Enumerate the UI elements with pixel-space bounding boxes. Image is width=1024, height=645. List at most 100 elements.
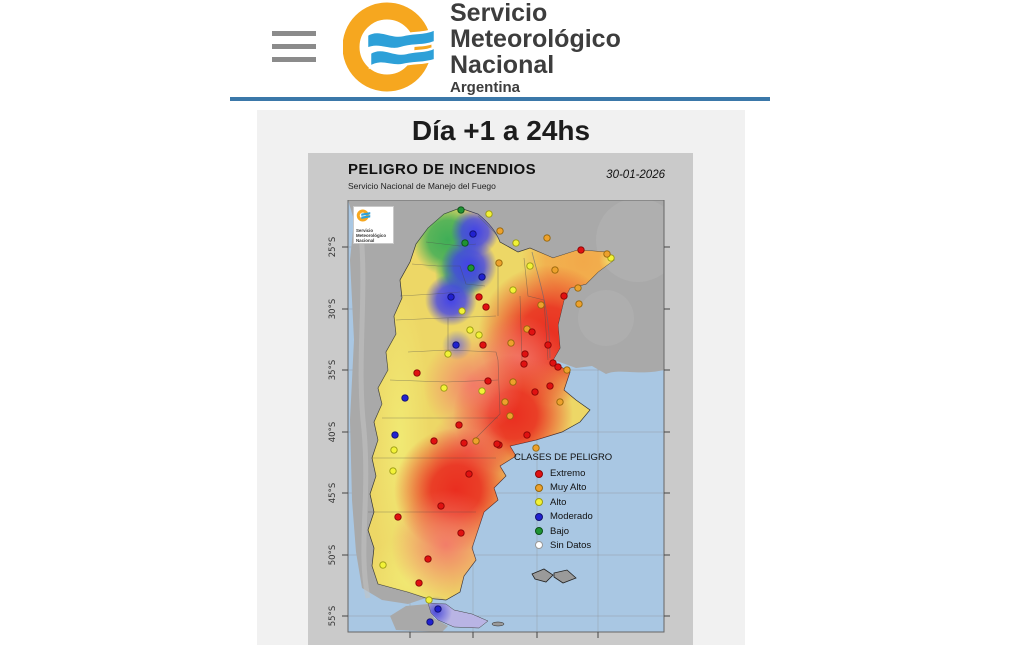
legend-items: Extremo Muy Alto Alto Moderado Bajo Sin Datos	[512, 468, 647, 551]
danger-legend: CLASES DE PELIGRO Extremo Muy Alto Alto Mod…	[512, 452, 647, 554]
station-dots	[379, 206, 615, 626]
station-dot-extremo	[549, 359, 557, 367]
station-dot-extremo	[528, 328, 536, 336]
andes-relief	[357, 223, 371, 599]
station-dot-alto	[390, 446, 398, 454]
smn-logo-icon	[343, 2, 435, 92]
site-title: Servicio Meteorológico Nacional Argentin…	[450, 0, 621, 96]
station-dot-extremo	[394, 513, 402, 521]
malvinas-islands	[491, 568, 577, 627]
legend-label: Extremo	[550, 468, 586, 479]
legend-dot-extremo	[535, 469, 543, 478]
legend-label: Muy Alto	[550, 482, 587, 494]
station-dot-alto	[475, 331, 483, 339]
station-dot-moderado	[391, 431, 399, 439]
legend-item-bajo: Bajo	[512, 526, 647, 537]
station-dot-muy-alto	[563, 366, 571, 374]
legend-item-alto: Alto	[512, 497, 647, 508]
station-dot-extremo	[457, 529, 465, 537]
station-dot-alto	[485, 210, 493, 218]
fire-danger-map-image: PELIGRO DE INCENDIOS Servicio Nacional d…	[308, 153, 693, 645]
smn-mini-logo-icon	[356, 209, 371, 222]
station-dot-extremo	[437, 502, 445, 510]
station-dot-extremo	[465, 470, 473, 478]
station-dot-extremo	[475, 293, 483, 301]
map-plot-area	[348, 200, 664, 632]
station-dot-muy-alto	[575, 300, 583, 308]
station-dot-bajo	[467, 264, 475, 272]
legend-item-moderado: Moderado	[512, 511, 647, 522]
content-area: Día +1 a 24hs PELIGRO DE INCENDIOS Servi…	[257, 110, 745, 645]
hamburger-icon	[272, 44, 316, 49]
argentina-fire-map: 25°S 30°S 35°S 40°S 45°S 50°S 55°S	[328, 200, 670, 638]
plot-frame	[347, 200, 665, 633]
page-title: Día +1 a 24hs	[411, 115, 591, 146]
legend-item-sin-datos: Sin Datos	[512, 540, 647, 551]
station-dot-muy-alto	[551, 266, 559, 274]
legend-dot-sin-datos	[535, 541, 543, 550]
brand-country: Argentina	[450, 79, 521, 96]
station-dot-alto	[526, 262, 534, 270]
station-dot-extremo	[493, 440, 501, 448]
station-dot-muy-alto	[532, 444, 540, 452]
station-dot-extremo	[520, 360, 528, 368]
station-dot-moderado	[478, 273, 486, 281]
station-dot-bajo	[457, 206, 465, 214]
station-dot-alto	[512, 239, 520, 247]
station-dot-muy-alto	[501, 398, 509, 406]
station-dot-muy-alto	[574, 284, 582, 292]
station-dot-extremo	[479, 341, 487, 349]
legend-item-extremo: Extremo	[512, 468, 647, 479]
lat-axis-label: 50°S	[328, 545, 338, 565]
province-borders	[368, 215, 551, 513]
brand-line: Meteorológico	[450, 25, 621, 53]
station-dot-bajo	[461, 239, 469, 247]
station-dot-extremo	[531, 388, 539, 396]
menu-button[interactable]	[272, 31, 316, 63]
station-dot-extremo	[424, 555, 432, 563]
station-dot-muy-alto	[507, 339, 515, 347]
lat-axis-label: 25°S	[328, 237, 338, 257]
station-dot-muy-alto	[495, 259, 503, 267]
station-dot-alto	[444, 350, 452, 358]
station-dot-muy-alto	[509, 378, 517, 386]
station-dot-alto	[379, 561, 387, 569]
station-dot-muy-alto	[556, 398, 564, 406]
map-subheading: Servicio Nacional de Manejo del Fuego	[348, 181, 496, 191]
station-dot-moderado	[469, 230, 477, 238]
station-dot-extremo	[544, 341, 552, 349]
legend-label: Moderado	[550, 511, 593, 523]
station-dot-extremo	[460, 439, 468, 447]
legend-dot-alto	[535, 498, 543, 507]
station-dot-extremo	[415, 579, 423, 587]
station-dot-extremo	[430, 437, 438, 445]
legend-dot-moderado	[535, 512, 543, 521]
legend-label: Sin Datos	[550, 539, 592, 551]
station-dot-alto	[425, 596, 433, 604]
station-dot-extremo	[560, 292, 568, 300]
hamburger-icon	[272, 31, 316, 36]
station-dot-extremo	[482, 303, 490, 311]
pilcomayo-river	[477, 215, 501, 243]
station-dot-moderado	[447, 293, 455, 301]
station-dot-muy-alto	[472, 437, 480, 445]
lat-axis-label: 40°S	[328, 422, 338, 442]
watermark-text: Servicio Meteorológico Nacional	[356, 228, 387, 243]
brand-line: Servicio	[450, 0, 548, 27]
station-dot-moderado	[434, 605, 442, 613]
station-dot-alto	[466, 326, 474, 334]
station-dot-moderado	[401, 394, 409, 402]
hamburger-icon	[272, 57, 316, 62]
station-dot-extremo	[484, 377, 492, 385]
station-dot-muy-alto	[506, 412, 514, 420]
station-dot-extremo	[521, 350, 529, 358]
legend-label: Bajo	[550, 525, 570, 537]
station-dot-muy-alto	[603, 250, 611, 258]
neighbor-countries	[348, 200, 664, 632]
station-dot-alto	[440, 384, 448, 392]
header-divider	[230, 97, 770, 101]
station-dot-extremo	[577, 246, 585, 254]
legend-title: CLASES DE PELIGRO	[514, 452, 613, 463]
station-dot-alto	[509, 286, 517, 294]
